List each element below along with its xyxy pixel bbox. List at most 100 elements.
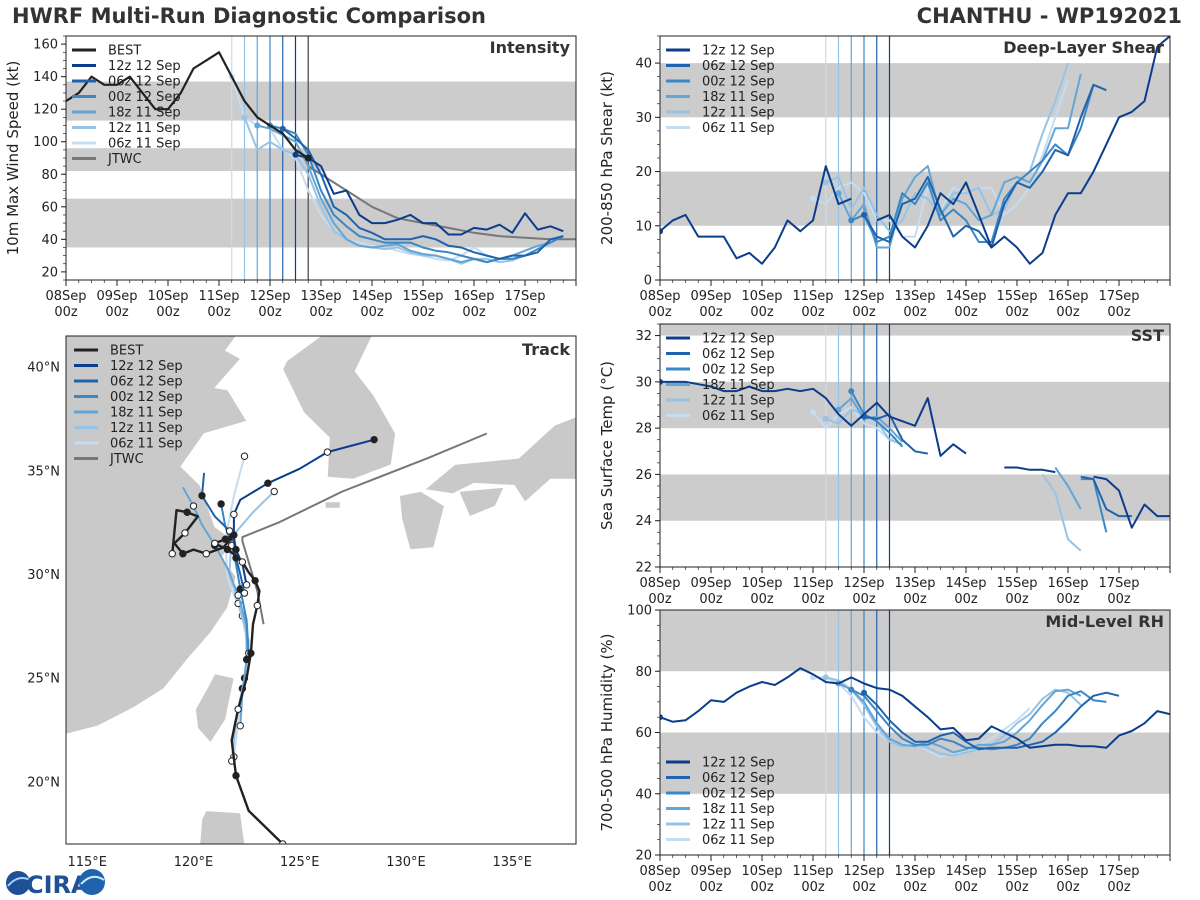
intensity-plot-area [66,36,576,280]
rh-series-start-dot [822,674,829,681]
track-legend-label: 00z 12 Sep [110,390,183,405]
sst-plot-area [660,324,1170,567]
track-series-line-marker [230,510,238,519]
sst-band [660,324,1170,336]
intensity-ytick-label: 120 [33,103,58,118]
sst-series-line [850,390,904,448]
sst-xtick-day-label: 10Sep [741,576,782,591]
rh-xtick-hour-label: 00z [699,880,723,895]
shear-ytick-label: 30 [635,111,652,126]
rh-xtick-hour-label: 00z [1056,880,1080,895]
rh-xtick-day-label: 09Sep [690,864,731,879]
land-jeju [324,501,341,509]
track-ytick-label: 40°N [27,361,60,376]
intensity-xtick-day-label: 09Sep [96,289,137,304]
intensity-xtick-hour-label: 00z [360,305,384,320]
intensity-legend-label: 18z 11 Sep [108,106,181,121]
land-japan-honshu [424,416,576,503]
track-series-line-marker [198,491,206,500]
sst-series-start-dot [660,378,663,385]
sst-xtick-hour-label: 00z [954,592,978,607]
sst-ylabel: Sea Surface Temp (°C) [598,361,616,530]
track-legend-label: BEST [110,344,143,359]
intensity-series-line [295,153,564,236]
track-best-line-marker [179,550,187,558]
sst-series-line [1093,475,1170,529]
shear-series-start-dot [660,228,663,235]
track-legend-label: 18z 11 Sep [110,406,183,421]
rh-xtick-day-label: 08Sep [639,864,680,879]
track-best-line-marker [247,649,255,657]
track-ytick-label: 30°N [27,568,60,583]
panel-rh: 2040608010008Sep00z09Sep00z10Sep00z11Sep… [598,604,1171,895]
intensity-jtwc-line [307,165,576,241]
track-series-line-marker [270,487,278,496]
intensity-best-line [66,51,309,159]
shear-xtick-day-label: 10Sep [741,289,782,304]
sst-xtick-hour-label: 00z [1056,592,1080,607]
intensity-best-end-dot [304,154,312,162]
intensity-ytick-label: 100 [33,135,58,150]
rh-series-line [838,682,1082,754]
intensity-xtick-hour-label: 00z [513,305,537,320]
shear-series-line [863,83,1107,249]
sst-band [660,381,1170,429]
intensity-band [66,81,576,121]
intensity-xtick-hour-label: 00z [411,305,435,320]
sst-legend-label: 06z 12 Sep [702,347,775,362]
shear-xtick-hour-label: 00z [852,305,876,320]
rh-xtick-hour-label: 00z [954,880,978,895]
intensity-xtick-hour-label: 00z [156,305,180,320]
intensity-legend-label: 12z 11 Sep [108,121,181,136]
intensity-xtick-day-label: 13Sep [300,289,341,304]
shear-xtick-day-label: 16Sep [1047,289,1088,304]
intensity-xtick-day-label: 14Sep [351,289,392,304]
intensity-ytick-label: 140 [33,70,58,85]
intensity-series-start-dot [241,114,248,121]
sst-series-start-dot [848,388,855,395]
track-series-line [232,438,375,585]
track-best-line-marker [251,576,259,585]
track-series-line-marker [232,545,240,554]
track-series-line-marker [240,589,249,597]
rh-series-line [863,691,1120,751]
land-luzon [199,810,245,844]
track-series-line-marker [236,722,244,730]
panel-intensity: 2040608010012014016008Sep00z09Sep00z10Se… [4,35,577,320]
rh-series-line [660,667,1170,749]
shear-legend-label: 12z 11 Sep [702,106,775,121]
rh-xtick-hour-label: 00z [1005,880,1029,895]
intensity-xtick-day-label: 11Sep [198,289,239,304]
rh-xtick-day-label: 17Sep [1098,864,1139,879]
track-ytick-label: 20°N [27,775,60,790]
rh-legend-label: 12z 11 Sep [702,818,775,833]
intensity-xtick-hour-label: 00z [258,305,282,320]
sst-xtick-hour-label: 00z [1107,592,1131,607]
shear-xtick-day-label: 14Sep [945,289,986,304]
sst-series-line [863,413,928,455]
shear-legend-label: 06z 11 Sep [702,121,775,136]
rh-legend-label: 06z 11 Sep [702,833,775,848]
sst-series-line [1080,475,1132,518]
intensity-legend-label: JTWC [107,152,142,167]
intensity-ytick-label: 160 [33,38,58,53]
rh-plot-area [660,610,1170,855]
track-legend-label: 12z 12 Sep [110,359,183,374]
track-ytick-label: 35°N [27,464,60,479]
intensity-legend-label: 12z 12 Sep [108,59,181,74]
cira-logo: CIRA [6,869,105,898]
intensity-legend-label: BEST [108,44,141,59]
intensity-xtick-hour-label: 00z [54,305,78,320]
intensity-ytick-label: 80 [41,168,58,183]
intensity-series-line [230,76,500,262]
rh-xtick-hour-label: 00z [648,880,672,895]
rh-series-start-dot [861,689,867,696]
intensity-xtick-day-label: 08Sep [45,289,86,304]
sst-xtick-day-label: 14Sep [945,576,986,591]
shear-xtick-day-label: 15Sep [996,289,1037,304]
track-panel-title: Track [522,340,570,359]
rh-xtick-hour-label: 00z [903,880,927,895]
shear-series-line [837,73,1082,249]
shear-xtick-hour-label: 00z [954,305,978,320]
logo-swoosh-right [80,875,105,885]
